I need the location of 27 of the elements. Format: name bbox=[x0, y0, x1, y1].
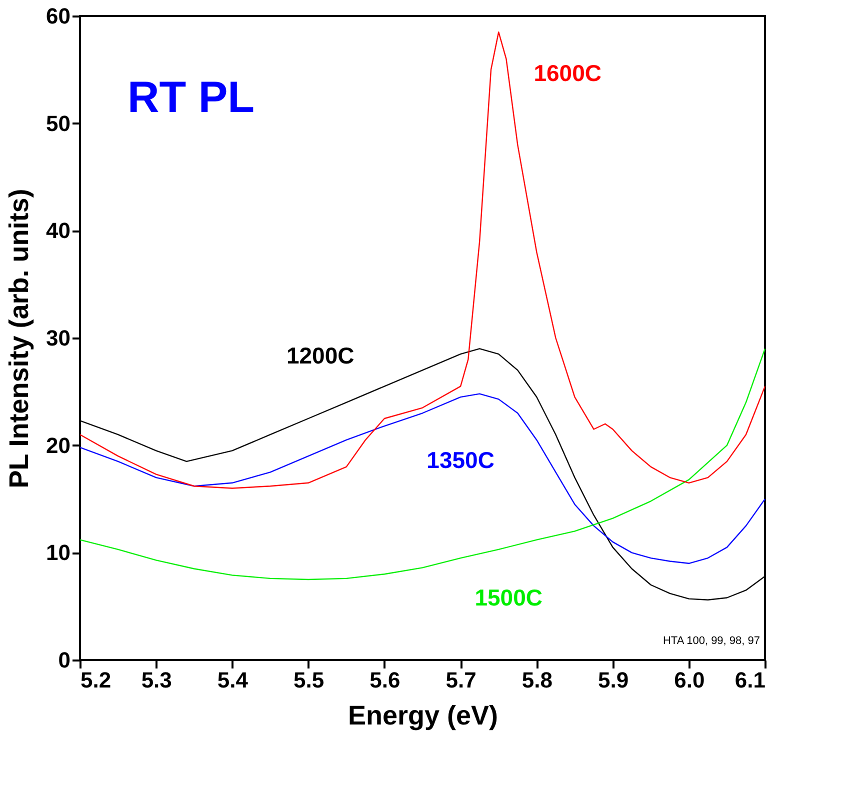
annotation: HTA 100, 99, 98, 97 bbox=[662, 635, 760, 647]
x-tick-label: 5.9 bbox=[598, 668, 629, 692]
y-tick-label: 20 bbox=[46, 432, 70, 458]
x-tick-label: 5.7 bbox=[446, 668, 476, 692]
x-tick-label: 5.3 bbox=[141, 668, 172, 692]
x-tick-label: 5.6 bbox=[370, 668, 400, 692]
line-series bbox=[79, 393, 766, 564]
y-tick-label: 50 bbox=[46, 110, 70, 136]
annotation: RT PL bbox=[127, 73, 255, 122]
x-tick-label: 6.0 bbox=[674, 668, 705, 692]
y-tick-label: 60 bbox=[46, 4, 70, 28]
series-label: 1600C bbox=[534, 60, 602, 86]
x-tick-label: 5.5 bbox=[294, 668, 324, 692]
y-tick-label: 0 bbox=[58, 648, 70, 672]
x-axis-title: Energy (eV) bbox=[348, 700, 498, 730]
x-tick-label: 5.2 bbox=[80, 668, 112, 692]
series-label: 1200C bbox=[286, 342, 354, 368]
y-tick-label: 30 bbox=[46, 326, 70, 350]
x-tick-label: 5.4 bbox=[217, 668, 249, 692]
series-label: 1350C bbox=[426, 447, 494, 474]
x-tick-label: 5.8 bbox=[522, 668, 552, 692]
line-series bbox=[79, 32, 766, 489]
y-axis-title: PL Intensity (arb. units) bbox=[4, 188, 34, 488]
x-tick-label: 6.1 bbox=[734, 668, 766, 692]
y-tick-label: 40 bbox=[46, 218, 70, 244]
series-label: 1500C bbox=[474, 584, 542, 610]
y-tick-label: 10 bbox=[46, 540, 70, 566]
